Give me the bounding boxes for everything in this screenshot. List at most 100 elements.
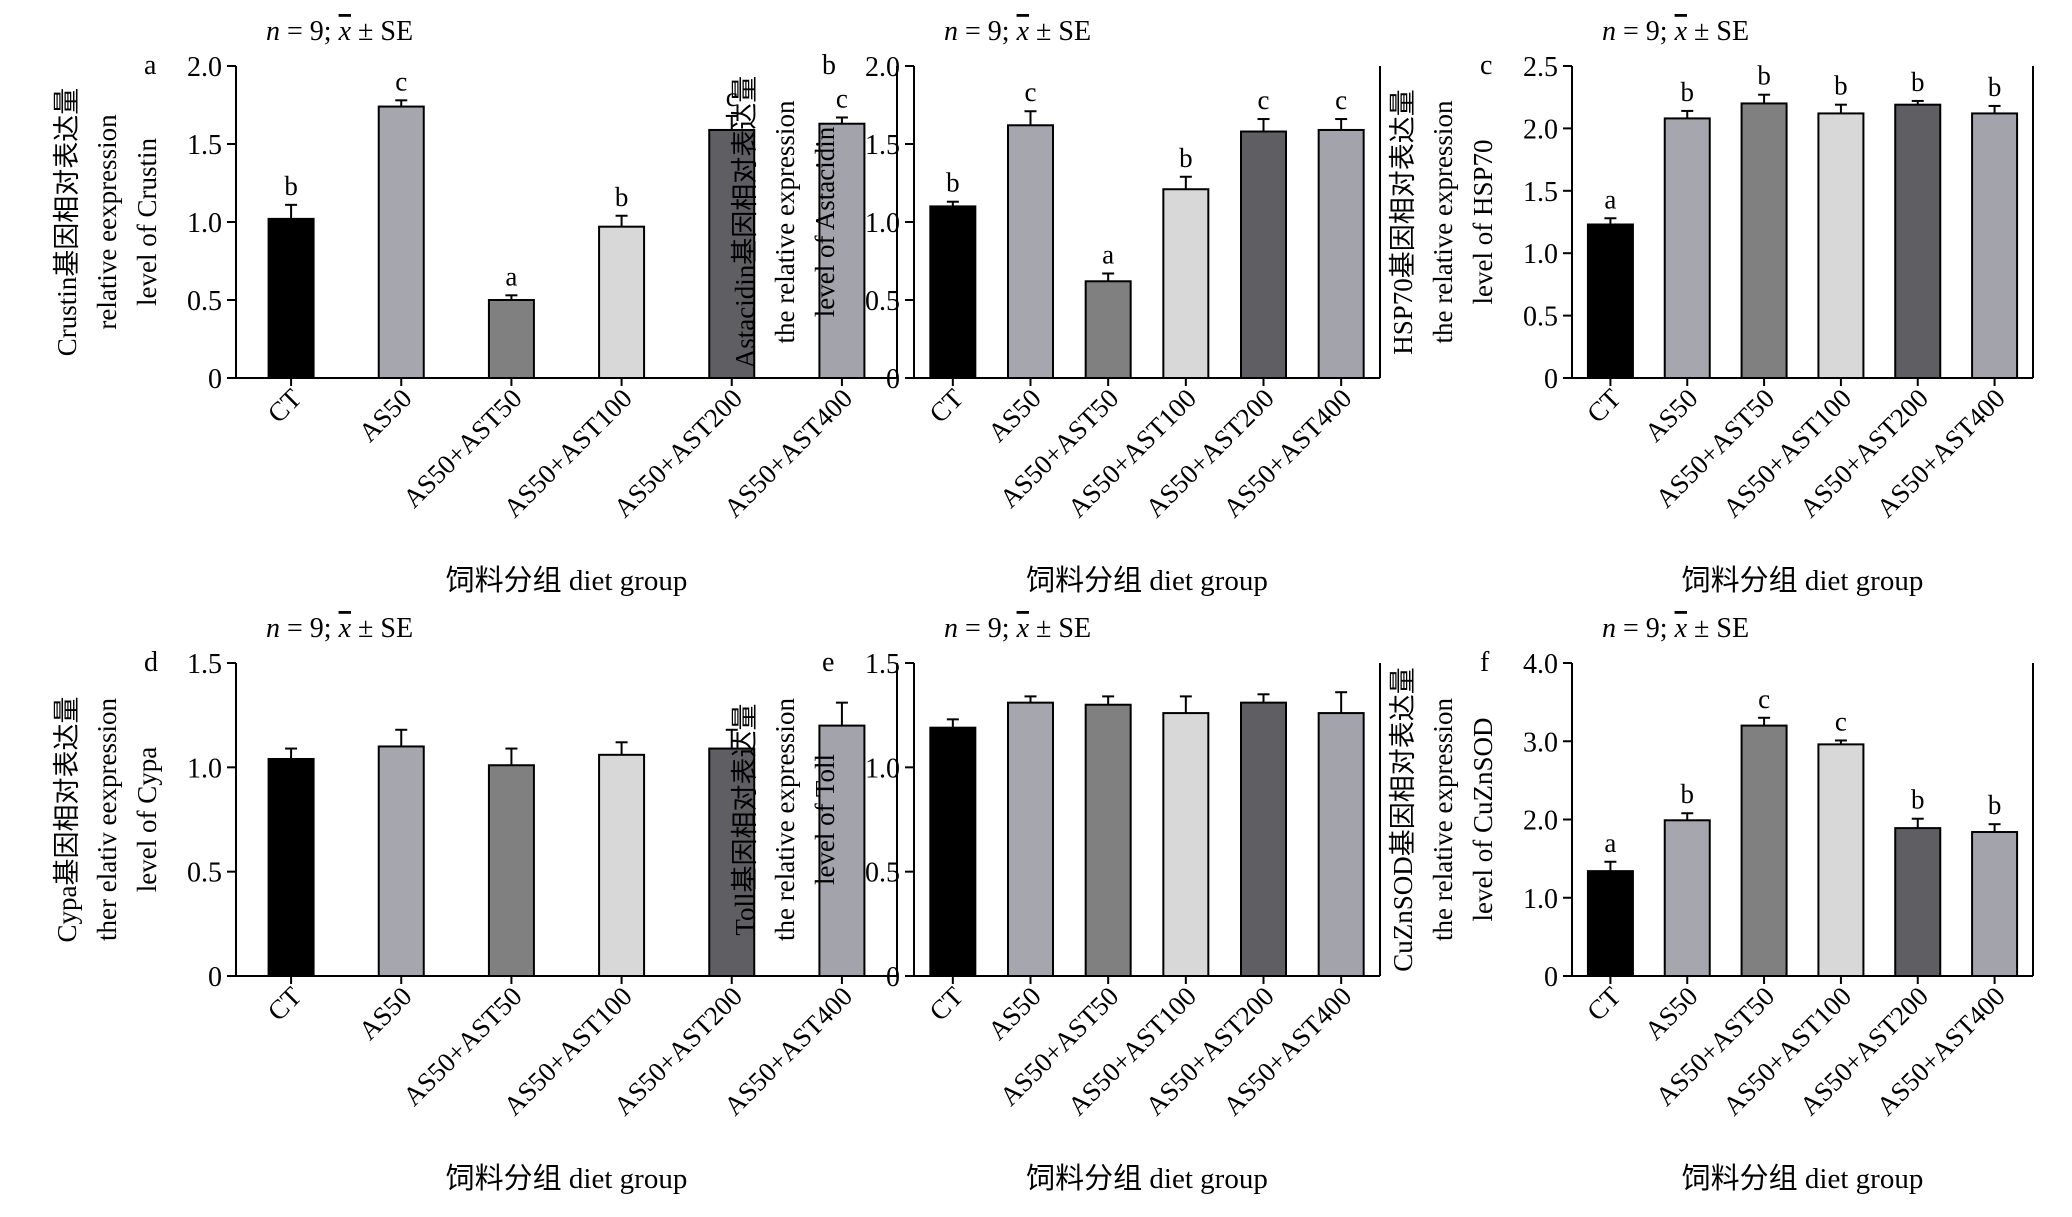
bar [1817,112,1865,379]
stat-note-eq: = 9; [958,613,1017,644]
x-tick-label: CT [262,981,308,1027]
significance-letter: a [1604,828,1616,858]
bar [1007,124,1054,379]
significance-letter: b [284,171,298,201]
stat-note-pm: ± SE [1029,613,1091,644]
x-tick-label: AS50 [982,981,1047,1046]
stat-note-xbar: x [338,613,352,644]
y-axis-title-line: the relative expression [1428,100,1458,343]
bar [598,225,646,379]
bar [1317,712,1365,978]
stat-note-pm: ± SE [1687,16,1749,47]
stat-note-n: n [1602,16,1616,47]
y-tick-label: 0 [1544,364,1558,395]
y-axis-title-line: the relative expression [770,698,800,941]
y-axis-title-line: level of HSP70 [1468,140,1498,305]
y-axis-title-line: ther elativ eexpression [92,698,122,941]
y-axis-title-line: level of CuZnSOD [1468,718,1498,922]
y-tick-label: 2.0 [187,52,222,83]
y-axis-title-line: CuZnSOD基因相对表达量 [1388,667,1418,972]
bar [818,724,866,977]
x-tick-label: AS50 [1639,383,1704,448]
y-tick-label: 1.0 [865,753,900,784]
y-tick-label: 0 [1544,962,1558,993]
significance-letter: c [1758,684,1770,714]
stat-note-pm: ± SE [351,613,413,644]
panel-letter: c [1480,50,1492,81]
significance-letter: c [1025,77,1037,107]
y-tick-label: 0.5 [865,858,900,889]
bar [1663,819,1711,977]
stat-note-xbar: x [1016,613,1030,644]
y-axis-title-line: HSP70基因相对表达量 [1388,89,1418,355]
panel-letter: d [144,647,158,678]
x-tick-label: CT [923,383,969,429]
y-axis-title-line: level of Crustin [132,138,162,306]
y-tick-label: 1.0 [1523,239,1558,270]
y-tick-label: 3.0 [1523,727,1558,758]
bar [377,105,425,379]
bar [1240,701,1287,977]
stat-note-eq: = 9; [280,613,339,644]
significance-letter: a [505,261,517,291]
stat-note: n = 9; x ± SE [944,16,1091,47]
y-axis-title-line: level of Cypa [132,747,162,892]
y-tick-label: 1.0 [187,753,222,784]
bar [1317,128,1365,379]
significance-letter: c [836,83,848,113]
stat-note-n: n [1602,613,1616,644]
y-tick-label: 0.5 [1523,302,1558,333]
x-tick-label: AS50 [1639,981,1704,1046]
stat-note: n = 9; x ± SE [1602,613,1749,644]
significance-letter: b [1757,61,1771,91]
x-axis-title: 饲料分组 diet group [446,564,688,597]
y-axis-title-line: Cypa基因相对表达量 [52,697,82,943]
x-axis-title: 饲料分组 diet group [1026,1162,1268,1195]
y-tick-label: 0 [886,364,900,395]
y-tick-label: 1.5 [187,130,222,161]
y-tick-label: 1.0 [865,208,900,239]
y-tick-label: 1.5 [187,649,222,680]
panel-letter: f [1480,647,1490,678]
stat-note-eq: = 9; [1616,613,1675,644]
significance-letter: b [1179,143,1193,173]
y-tick-label: 2.0 [1523,806,1558,837]
significance-letter: b [615,182,629,212]
y-axis-title-line: the relative expression [1428,698,1458,941]
x-axis-title: 饲料分组 diet group [1026,564,1268,597]
significance-letter: a [1102,239,1114,269]
bar [929,726,977,977]
stat-note-n: n [944,16,958,47]
stat-note-xbar: x [1674,16,1688,47]
y-tick-label: 0 [208,962,222,993]
y-tick-label: 1.5 [865,649,900,680]
stat-note: n = 9; x ± SE [266,613,413,644]
stat-note: n = 9; x ± SE [266,16,413,47]
x-tick-label: AS50 [353,383,418,448]
x-axis-title: 饲料分组 diet group [446,1162,688,1195]
stat-note-eq: = 9; [280,16,339,47]
y-tick-label: 1.5 [1523,177,1558,208]
bar [818,122,866,379]
y-tick-label: 0 [886,962,900,993]
stat-note-xbar: x [1674,613,1688,644]
significance-letter: b [1834,71,1848,101]
bar [267,757,315,978]
significance-letter: c [1258,85,1270,115]
stat-note-eq: = 9; [1616,16,1675,47]
bar [1162,712,1210,978]
panel-letter: e [822,647,834,678]
x-tick-label: AS50 [353,981,418,1046]
y-axis-title-line: the relative expression [770,100,800,343]
y-axis-title-line: level of Astacidin [810,126,840,317]
bar [267,217,315,379]
significance-letter: b [1681,779,1695,809]
bar [1586,870,1634,978]
significance-letter: b [1988,790,2002,820]
x-tick-label: AS50 [982,383,1047,448]
bar [1007,701,1054,977]
stat-note-eq: = 9; [958,16,1017,47]
bar [1894,103,1942,380]
stat-note: n = 9; x ± SE [1602,16,1749,47]
